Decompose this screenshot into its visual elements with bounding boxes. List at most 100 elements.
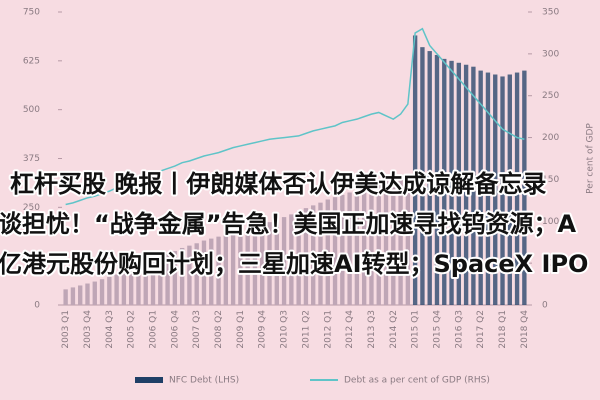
bar	[361, 187, 367, 305]
bar	[136, 265, 141, 305]
y2-tick-label: 100	[542, 217, 559, 227]
bar	[398, 177, 403, 305]
x-tick-label: 2003 Q1	[61, 310, 71, 349]
bar	[434, 54, 440, 306]
bar	[507, 74, 512, 305]
x-tick-label: 2011 Q2	[301, 310, 311, 349]
y-tick-label: 375	[23, 154, 40, 164]
y2-tick-label: 150	[542, 175, 559, 185]
bar	[376, 183, 381, 305]
bar	[449, 60, 454, 306]
bar	[172, 251, 178, 305]
x-tick-label: 2018 Q1	[498, 310, 508, 349]
bar	[238, 230, 243, 305]
bar	[267, 222, 272, 305]
bar	[143, 262, 148, 305]
bar	[493, 74, 498, 305]
bar	[114, 274, 119, 305]
bar	[303, 208, 309, 305]
bar	[471, 66, 476, 306]
bar	[463, 64, 469, 306]
y2-tick-label: 350	[542, 8, 559, 18]
legend-swatch	[135, 377, 163, 383]
y-tick-label: 625	[23, 56, 40, 66]
bar	[78, 285, 83, 305]
x-tick-label: 2006 Q1	[149, 310, 159, 349]
bar	[187, 245, 192, 305]
x-tick-label: 2014 Q2	[389, 310, 399, 349]
bar	[311, 205, 316, 305]
legend-label: Debt as a per cent of GDP (RHS)	[344, 376, 490, 386]
bar	[209, 238, 214, 305]
bar	[391, 179, 396, 305]
bar	[128, 269, 134, 305]
bar	[369, 185, 374, 305]
x-tick-label: 2008 Q2	[214, 310, 224, 349]
x-tick-label: 2016 Q3	[454, 310, 464, 349]
y2-tick-label: 200	[542, 133, 559, 143]
bar	[165, 254, 170, 305]
x-tick-label: 2009 Q4	[258, 310, 268, 349]
x-tick-label: 2007 Q3	[192, 310, 202, 349]
bar	[522, 70, 527, 305]
y2-tick-label: 300	[542, 49, 559, 59]
bar	[70, 287, 76, 305]
bar	[216, 236, 221, 305]
bar	[252, 226, 258, 305]
y2-tick-label: 50	[542, 259, 554, 269]
headline: 亿港元股份购回计划；三星加速AI转型；SpaceX IPO	[0, 250, 588, 278]
x-tick-label: 2005 Q2	[127, 310, 137, 349]
bar	[99, 279, 105, 305]
bar	[318, 202, 323, 305]
bar	[92, 281, 97, 305]
bar	[281, 217, 287, 305]
bar	[456, 62, 462, 305]
y-tick-label: 500	[23, 105, 40, 115]
x-tick-label: 2018 Q4	[520, 310, 530, 349]
x-tick-label: 2015 Q1	[411, 310, 421, 349]
x-tick-label: 2004 Q3	[105, 310, 115, 349]
bar	[412, 35, 418, 305]
bar	[296, 211, 301, 305]
bar	[340, 194, 345, 305]
x-tick-label: 2010 Q3	[280, 310, 290, 349]
bar	[289, 214, 294, 305]
bar	[500, 76, 505, 306]
y-tick-label: 750	[23, 8, 40, 18]
bar	[383, 180, 389, 305]
bar	[194, 243, 199, 305]
bar	[158, 257, 163, 305]
bar	[223, 234, 229, 305]
bar	[245, 228, 250, 305]
bar	[420, 47, 425, 305]
bar	[485, 72, 491, 305]
bar	[230, 232, 236, 305]
x-tick-label: 2003 Q4	[83, 310, 93, 349]
x-tick-label: 2006 Q4	[170, 310, 180, 349]
line	[65, 27, 525, 206]
y2-axis-label: Per cent of GDP	[586, 123, 596, 194]
bar	[405, 176, 411, 305]
x-tick-label: 2012 Q4	[345, 310, 355, 349]
bar	[179, 247, 185, 305]
x-tick-label: 2017 Q2	[476, 310, 486, 349]
bar	[107, 276, 112, 305]
bar	[427, 51, 432, 305]
y-tick-label: 125	[23, 252, 40, 262]
bar	[121, 271, 127, 305]
x-tick-label: 2013 Q3	[367, 310, 377, 349]
y-tick-label: 0	[34, 301, 40, 311]
headline: 杠杆买股 晚报丨伊朗媒体否认伊美达成谅解备忘录	[10, 170, 546, 198]
bar	[63, 289, 68, 305]
bar	[347, 192, 352, 305]
x-tick-label: 2009 Q1	[236, 310, 246, 349]
x-tick-label: 2012 Q1	[323, 310, 333, 349]
bar	[354, 190, 360, 305]
legend-label: NFC Debt (LHS)	[169, 376, 239, 386]
bar	[325, 199, 330, 305]
bar	[274, 219, 279, 305]
bar	[478, 70, 483, 305]
y-tick-label: 250	[23, 203, 40, 213]
headline: 谈担忧！“战争金属”告急！美国正加速寻找钨资源；A	[0, 210, 577, 238]
